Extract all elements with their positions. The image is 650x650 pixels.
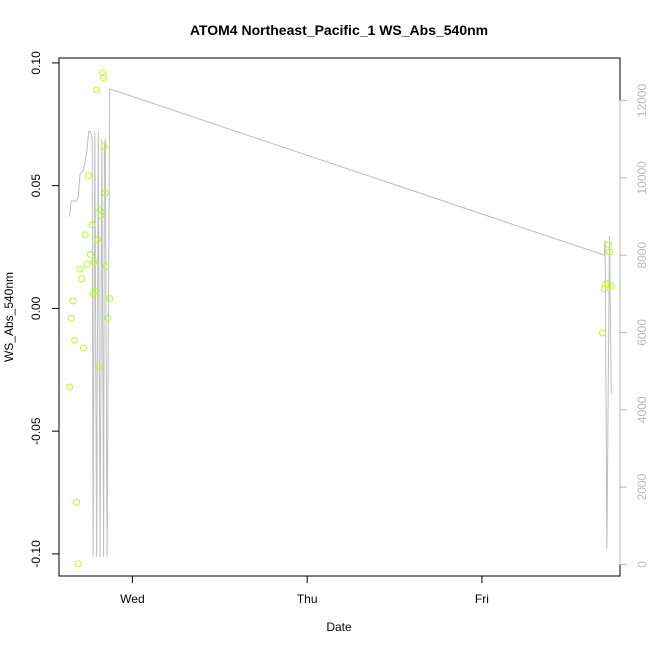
- data-point-25: [101, 189, 109, 197]
- data-point-23: [100, 74, 108, 82]
- data-point-29: [599, 329, 606, 337]
- data-point-33: [605, 241, 613, 249]
- data-point-30: [600, 285, 608, 293]
- data-point-6: [76, 265, 84, 273]
- data-point-17: [93, 86, 101, 94]
- x-axis-label: Date: [326, 620, 352, 634]
- scatter-series: [66, 69, 615, 568]
- data-point-21: [97, 211, 105, 219]
- data-point-13: [88, 221, 96, 229]
- data-point-11: [85, 172, 93, 180]
- y-axis-label: WS_Abs_540nm: [2, 272, 16, 362]
- left-tick-label-1: 0.05: [29, 174, 43, 198]
- data-point-10: [83, 260, 91, 268]
- data-point-0: [66, 383, 73, 391]
- data-point-22: [99, 69, 107, 77]
- data-point-12: [87, 250, 94, 258]
- left-tick-label-0: 0.10: [29, 51, 43, 75]
- data-point-16: [92, 287, 100, 295]
- right-tick-label-5: 10000: [635, 161, 649, 195]
- data-point-35: [607, 282, 615, 290]
- data-point-27: [104, 314, 112, 322]
- data-point-24: [100, 142, 108, 150]
- data-point-26: [102, 263, 110, 271]
- left-tick-label-2: 0.00: [29, 296, 43, 320]
- series-line-0: [69, 88, 612, 557]
- data-point-34: [606, 248, 613, 256]
- chart-title: ATOM4 Northeast_Pacific_1 WS_Abs_540nm: [190, 22, 488, 38]
- data-point-32: [604, 280, 612, 288]
- data-point-15: [90, 258, 98, 266]
- right-tick-label-2: 4000: [635, 396, 649, 423]
- data-point-20: [96, 206, 104, 214]
- right-tick-label-3: 6000: [635, 319, 649, 346]
- x-tick-label-1: Thu: [297, 592, 318, 606]
- data-point-9: [81, 231, 89, 239]
- data-point-19: [95, 363, 103, 371]
- right-tick-label-6: 12000: [635, 84, 649, 118]
- data-point-2: [69, 297, 77, 305]
- left-tick-label-3: -0.05: [29, 417, 43, 445]
- plot-frame: [58, 57, 621, 577]
- x-tick-label-2: Fri: [475, 592, 489, 606]
- data-point-1: [67, 314, 75, 322]
- right-tick-label-4: 8000: [635, 241, 649, 268]
- right-tick-label-1: 2000: [635, 473, 649, 500]
- data-point-8: [80, 344, 87, 352]
- data-point-18: [93, 236, 101, 244]
- x-tick-label-0: Wed: [120, 592, 144, 606]
- right-axis-line-series: [69, 88, 612, 557]
- right-y-axis: 0 2000 4000 6000 8000 10000 12000: [619, 84, 649, 568]
- left-y-axis: 0.10 0.05 0.00 -0.05 -0.10: [29, 51, 60, 568]
- data-point-3: [71, 336, 79, 344]
- data-point-5: [74, 560, 82, 568]
- data-point-7: [78, 275, 86, 283]
- data-point-4: [73, 498, 80, 506]
- left-tick-label-4: -0.10: [29, 540, 43, 568]
- data-point-28: [106, 295, 114, 303]
- right-tick-label-0: 0: [635, 561, 649, 568]
- x-axis: Wed Thu Fri: [120, 575, 489, 606]
